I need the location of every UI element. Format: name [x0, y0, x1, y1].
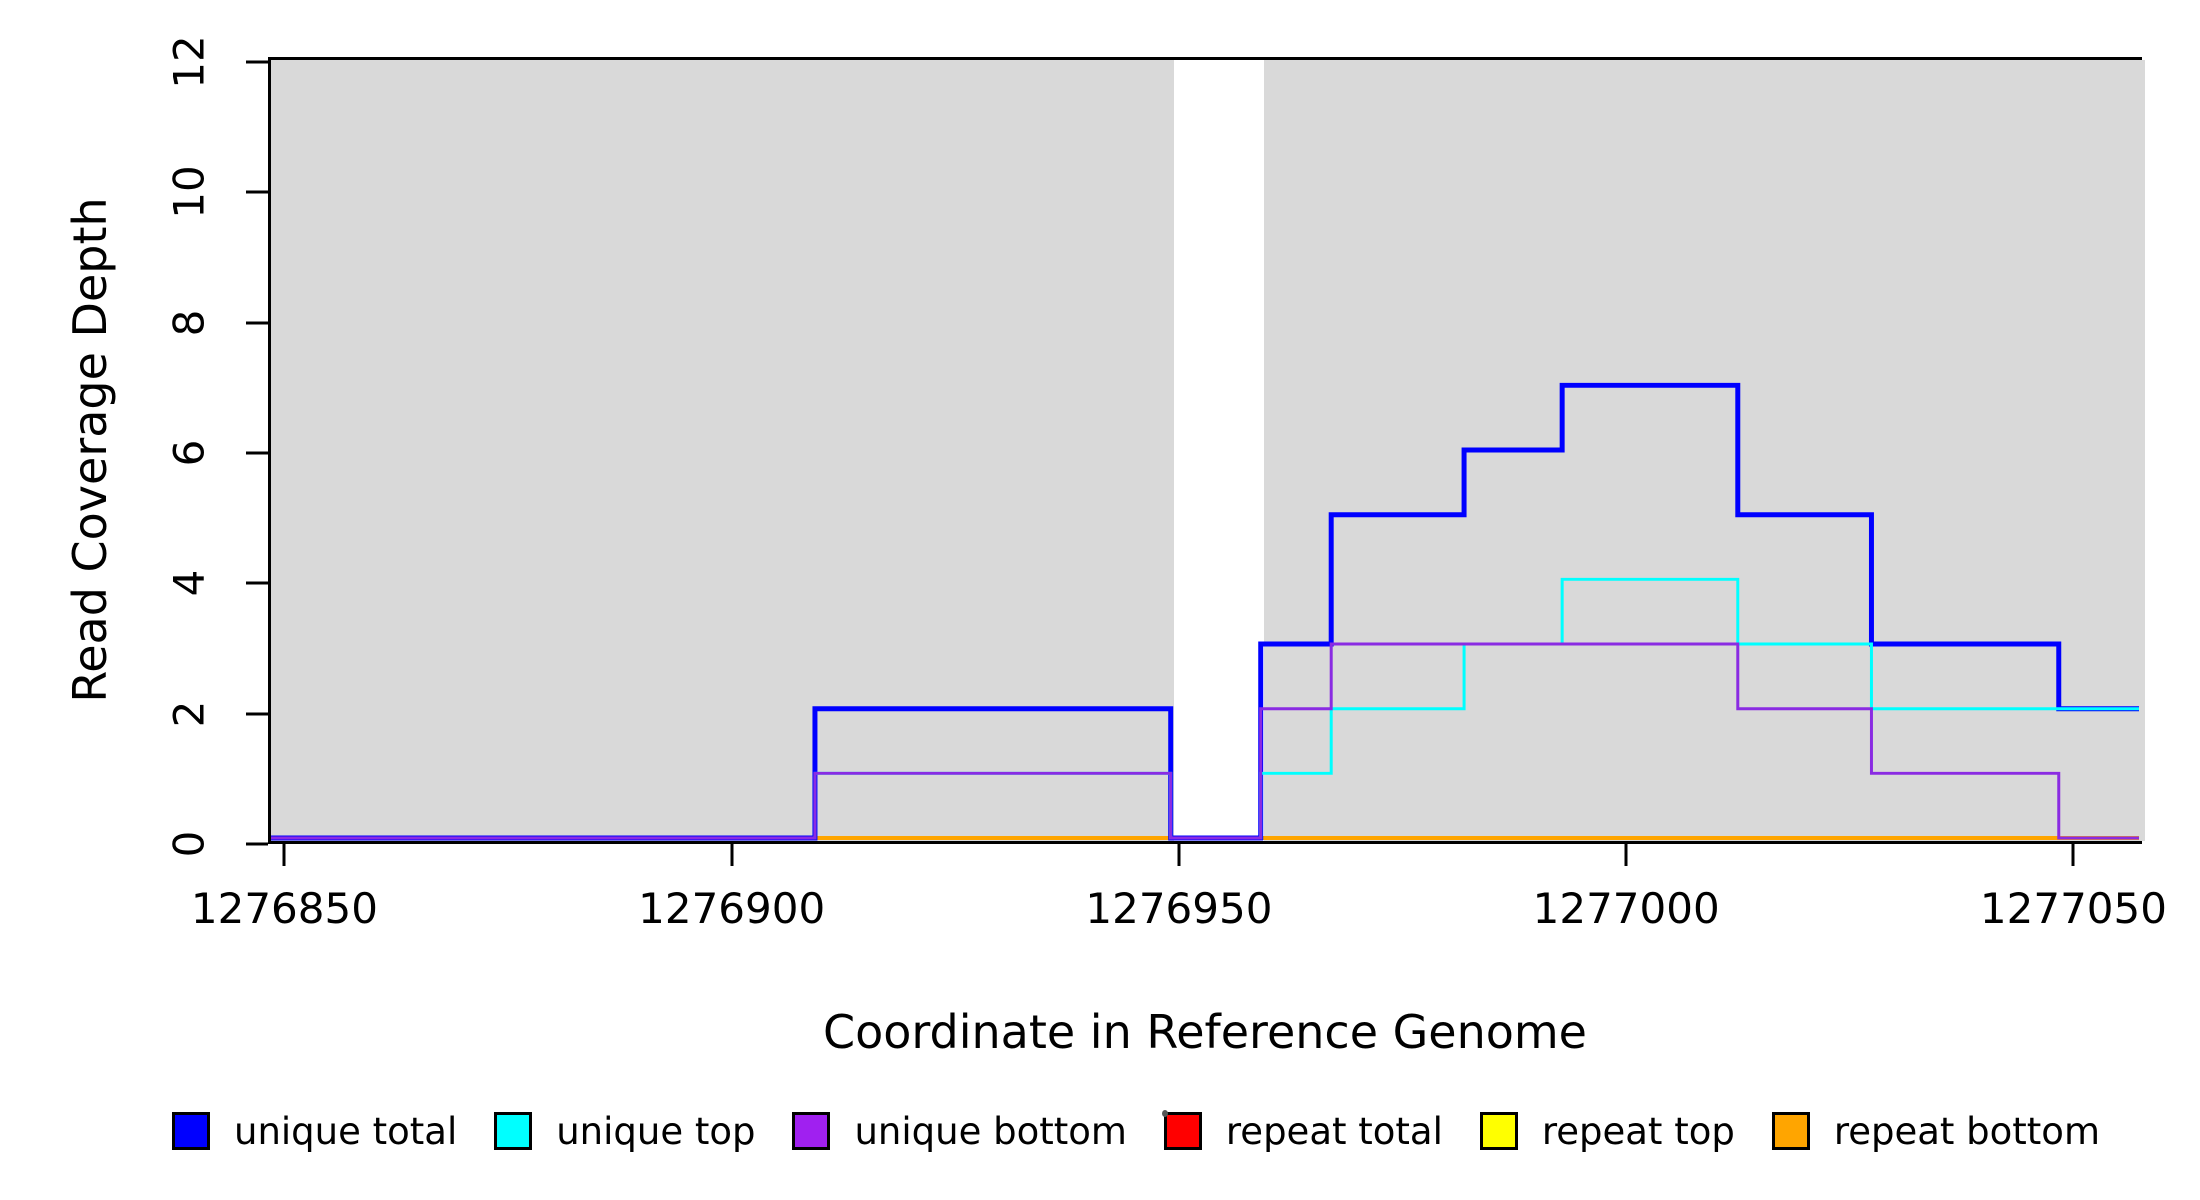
y-tick-mark	[246, 190, 268, 194]
y-tick-mark	[246, 712, 268, 716]
x-tick-label: 1276850	[190, 884, 378, 933]
legend-item-repeat-top: repeat top	[1479, 1109, 1735, 1153]
x-tick-label: 1276950	[1085, 884, 1273, 933]
legend-swatch-icon	[172, 1112, 210, 1150]
legend-item-repeat-total: repeat total	[1163, 1109, 1443, 1153]
legend: unique total unique top unique bottom repea…	[172, 1102, 2100, 1160]
shaded-region-1	[1263, 60, 2145, 841]
y-tick-mark	[246, 321, 268, 325]
legend-swatch-icon	[1771, 1112, 1810, 1150]
legend-item-repeat-bottom: repeat bottom	[1771, 1109, 2100, 1153]
y-tick-label: 6	[164, 439, 214, 467]
legend-label: repeat bottom	[1833, 1109, 2100, 1153]
legend-label: unique bottom	[854, 1109, 1127, 1153]
legend-swatch-icon	[494, 1112, 533, 1150]
legend-swatch-icon	[1163, 1112, 1202, 1150]
y-tick-label: 10	[164, 165, 214, 220]
x-tick-label: 1277000	[1532, 884, 1720, 933]
legend-swatch-icon	[1479, 1112, 1518, 1150]
x-tick-mark	[2071, 844, 2075, 866]
legend-label: unique total	[234, 1109, 458, 1153]
x-tick-mark	[1624, 844, 1628, 866]
legend-item-unique-total: unique total	[172, 1110, 457, 1153]
legend-label: repeat total	[1225, 1109, 1443, 1153]
y-tick-mark	[246, 60, 268, 64]
stray-mark-artifact	[1162, 1110, 1168, 1117]
series-line-unique-bottom	[271, 642, 2139, 840]
y-tick-label: 12	[164, 35, 214, 89]
x-tick-mark	[730, 844, 734, 866]
y-tick-mark	[246, 581, 268, 585]
legend-item-unique-bottom: unique bottom	[792, 1109, 1127, 1153]
y-tick-label: 2	[164, 700, 214, 728]
x-tick-mark	[282, 844, 286, 866]
y-tick-label: 4	[164, 569, 214, 597]
series-line-unique-total	[271, 382, 2139, 841]
x-tick-label: 1277050	[1979, 884, 2167, 933]
y-tick-mark	[246, 842, 268, 846]
legend-swatch-icon	[792, 1112, 831, 1150]
y-tick-label: 0	[164, 830, 214, 858]
legend-label: unique top	[556, 1109, 756, 1153]
x-tick-mark	[1177, 844, 1181, 866]
y-tick-mark	[246, 451, 268, 455]
plot-area: 1276850 1276900 1276950 1277000 1277050 0 2 4 6…	[165, 35, 2167, 933]
x-axis-title: Coordinate in Reference Genome	[823, 1005, 1587, 1059]
y-axis-title: Read Coverage Depth	[63, 197, 117, 703]
legend-item-unique-top: unique top	[494, 1109, 756, 1153]
y-tick-label: 8	[164, 309, 214, 337]
x-tick-label: 1276900	[638, 884, 826, 933]
coverage-lines-svg	[271, 382, 2139, 841]
legend-label: repeat top	[1541, 1109, 1735, 1153]
